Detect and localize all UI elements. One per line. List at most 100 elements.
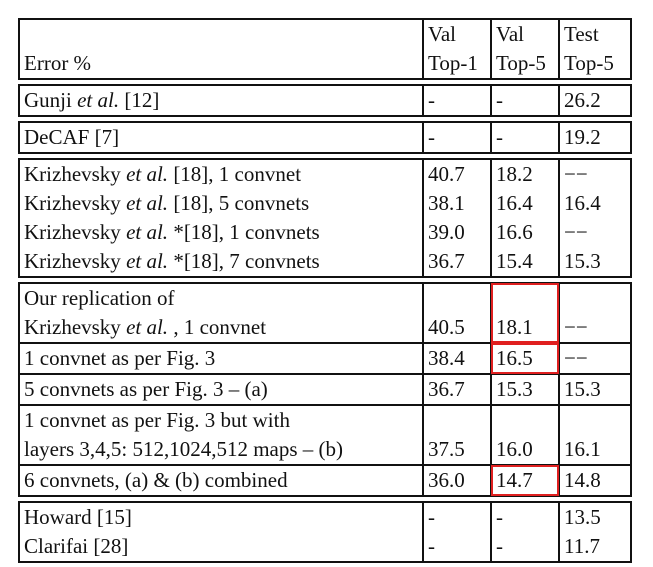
value-cell: 14.7	[490, 464, 559, 496]
table-section: Krizhevsky et al. [18], 1 convnet 40.7 18.…	[18, 158, 632, 278]
header-cell: Val Top-1	[422, 19, 491, 79]
value-cell: 16.1	[558, 404, 631, 465]
row-label: Our replication of Krizhevsky et al. , 1 …	[19, 283, 423, 343]
value-cell: 14.8	[558, 464, 631, 496]
value-cell: 38.1	[422, 189, 491, 218]
label-line: Clarifai [28]	[24, 532, 420, 561]
row-label: 6 convnets, (a) & (b) combined	[19, 464, 423, 496]
header-row: Error % Val Top-1 Val Top-5 Test Top-5	[19, 19, 631, 79]
row-label: Krizhevsky et al. [18], 1 convnet	[19, 159, 423, 189]
value-cell: −−	[558, 159, 631, 189]
label-text: et al.	[126, 315, 169, 339]
label-text: et al.	[126, 220, 169, 244]
label-text: *[18], 7 convnets	[168, 249, 320, 273]
label-text: [18], 1 convnet	[168, 162, 302, 186]
label-text: Krizhevsky	[24, 191, 127, 215]
label-text: Gunji	[24, 88, 78, 112]
results-table: Error % Val Top-1 Val Top-5 Test Top-5 Gunji et…	[18, 18, 632, 567]
label-line: Krizhevsky et al. [18], 1 convnet	[24, 160, 420, 189]
label-line: 5 convnets as per Fig. 3 – (a)	[24, 375, 420, 404]
label-line: Krizhevsky et al. *[18], 7 convnets	[24, 247, 420, 276]
value-cell: 39.0	[422, 218, 491, 247]
table-row: Krizhevsky et al. *[18], 7 convnets 36.7 1…	[19, 247, 631, 277]
table-section: Gunji et al. [12] - -26.2	[18, 84, 632, 117]
table-row: Krizhevsky et al. [18], 5 convnets 38.1 16…	[19, 189, 631, 218]
table-row: Howard [15] - -13.5	[19, 502, 631, 532]
label-text: Krizhevsky	[24, 220, 127, 244]
header-text: Val	[496, 22, 524, 46]
table-row: Krizhevsky et al. *[18], 1 convnets 39.0 1…	[19, 218, 631, 247]
table-row: 5 convnets as per Fig. 3 – (a) 36.7 15.3 15…	[19, 373, 631, 405]
header-table: Error % Val Top-1 Val Top-5 Test Top-5	[18, 18, 632, 80]
header-text: Error %	[24, 51, 92, 75]
header-text: Top-5	[564, 51, 614, 75]
header-text: Top-1	[428, 51, 478, 75]
label-line: 6 convnets, (a) & (b) combined	[24, 466, 420, 495]
header-cell: Test Top-5	[558, 19, 631, 79]
label-text: DeCAF [7]	[24, 125, 120, 149]
value-cell: −−	[558, 218, 631, 247]
label-text: 1 convnet as per Fig. 3	[24, 346, 216, 370]
label-line: Krizhevsky et al. [18], 5 convnets	[24, 189, 420, 218]
label-text: et al.	[126, 249, 169, 273]
value-cell: 40.7	[422, 159, 491, 189]
label-text: et al.	[126, 191, 169, 215]
value-cell: 37.5	[422, 404, 491, 465]
row-label: Gunji et al. [12]	[19, 85, 423, 116]
label-text: *[18], 1 convnets	[168, 220, 320, 244]
row-label: Krizhevsky et al. *[18], 7 convnets	[19, 247, 423, 277]
value-cell: 13.5	[558, 502, 631, 532]
table-section: Our replication of Krizhevsky et al. , 1 …	[18, 282, 632, 497]
value-cell: 16.6	[490, 218, 559, 247]
row-label: Krizhevsky et al. [18], 5 convnets	[19, 189, 423, 218]
value-cell: 15.3	[558, 247, 631, 277]
label-line: Gunji et al. [12]	[24, 86, 420, 115]
row-label: DeCAF [7]	[19, 122, 423, 153]
header-cell: Error %	[19, 19, 423, 79]
label-text: et al.	[77, 88, 120, 112]
value-cell: 18.1	[490, 283, 559, 343]
header-text: Test	[564, 22, 599, 46]
value-cell: 36.7	[422, 373, 491, 405]
table-row: Our replication of Krizhevsky et al. , 1 …	[19, 283, 631, 343]
label-text: Krizhevsky	[24, 315, 127, 339]
value-cell: 15.3	[490, 373, 559, 405]
value-cell: -	[422, 502, 491, 532]
label-line: Krizhevsky et al. *[18], 1 convnets	[24, 218, 420, 247]
value-cell: 38.4	[422, 342, 491, 374]
label-text: et al.	[126, 162, 169, 186]
row-label: Krizhevsky et al. *[18], 1 convnets	[19, 218, 423, 247]
label-text: 5 convnets as per Fig. 3 – (a)	[24, 377, 268, 401]
header-text: Top-5	[496, 51, 546, 75]
value-cell: 11.7	[558, 532, 631, 562]
value-cell: 36.7	[422, 247, 491, 277]
label-text: 6 convnets, (a) & (b) combined	[24, 468, 288, 492]
value-cell: 15.4	[490, 247, 559, 277]
label-text: 1 convnet as per Fig. 3 but with	[24, 408, 290, 432]
label-line: layers 3,4,5: 512,1024,512 maps – (b)	[24, 435, 420, 464]
table-row: DeCAF [7] - -19.2	[19, 122, 631, 153]
value-cell: 16.5	[490, 342, 559, 374]
label-line: Howard [15]	[24, 503, 420, 532]
label-text: Krizhevsky	[24, 162, 127, 186]
value-cell: 36.0	[422, 464, 491, 496]
value-cell: -	[490, 122, 559, 153]
table-section: DeCAF [7] - -19.2	[18, 121, 632, 154]
value-cell: 18.2	[490, 159, 559, 189]
value-cell: 19.2	[558, 122, 631, 153]
value-cell: 40.5	[422, 283, 491, 343]
value-cell: -	[490, 532, 559, 562]
value-cell: -	[490, 502, 559, 532]
value-cell: 16.0	[490, 404, 559, 465]
table-row: Krizhevsky et al. [18], 1 convnet 40.7 18.…	[19, 159, 631, 189]
label-text: Krizhevsky	[24, 249, 127, 273]
row-label: Howard [15]	[19, 502, 423, 532]
label-line: Krizhevsky et al. , 1 convnet	[24, 313, 420, 342]
value-cell: −−	[558, 342, 631, 374]
label-text: Howard [15]	[24, 505, 132, 529]
label-line: 1 convnet as per Fig. 3	[24, 344, 420, 373]
row-label: 5 convnets as per Fig. 3 – (a)	[19, 373, 423, 405]
table-row: 1 convnet as per Fig. 3 38.4 16.5 −−	[19, 342, 631, 374]
label-text: layers 3,4,5: 512,1024,512 maps – (b)	[24, 437, 344, 461]
